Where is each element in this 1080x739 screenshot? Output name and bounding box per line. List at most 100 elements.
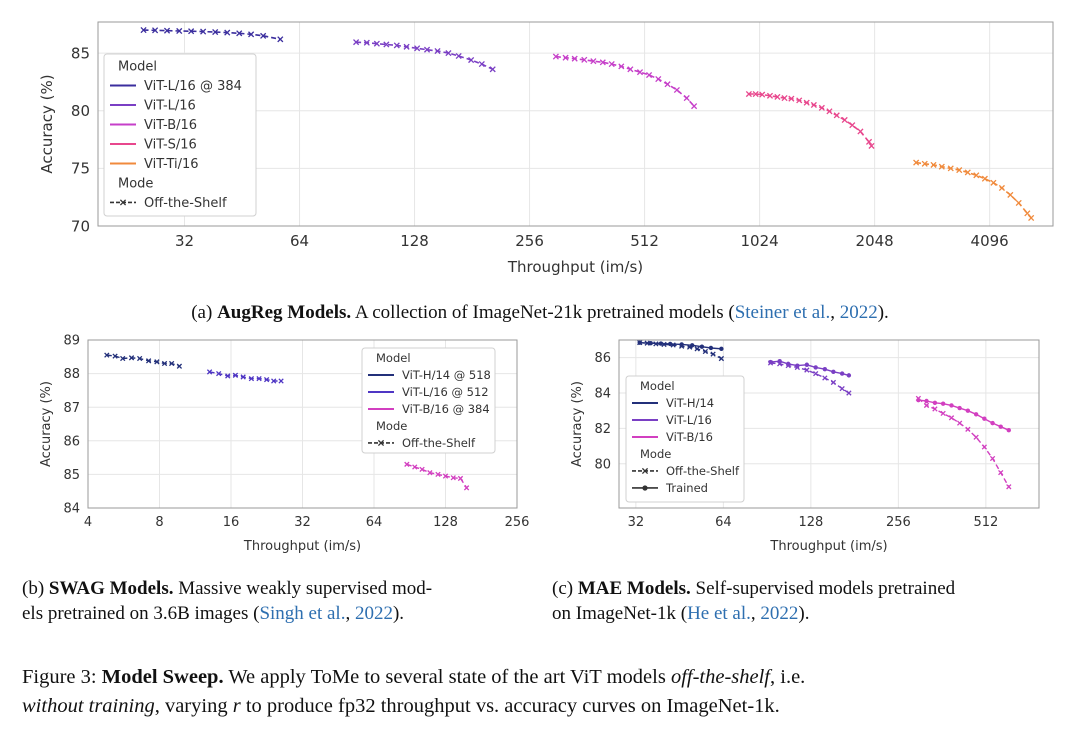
data-point — [921, 160, 928, 167]
data-point — [373, 40, 380, 47]
data-point — [818, 104, 825, 111]
data-point — [846, 390, 852, 396]
x-tick-label: 4 — [84, 515, 92, 530]
panel-a-ylabel: Accuracy (%) — [38, 74, 56, 173]
x-tick-label: 4096 — [971, 232, 1009, 250]
data-point — [839, 385, 845, 392]
figure-italic1: off-the-shelf — [671, 666, 773, 688]
data-point — [489, 66, 496, 73]
y-tick-label: 82 — [594, 422, 611, 437]
data-point — [868, 142, 875, 149]
figure-var-r: r — [233, 695, 242, 717]
data-point — [442, 473, 449, 479]
panel-c-legend: Model ViT-H/14 ViT-L/16 ViT-B/16 Mode Off-the… — [625, 375, 745, 503]
data-point — [1006, 484, 1012, 490]
data-point — [225, 373, 231, 379]
y-tick-label: 85 — [63, 468, 80, 483]
legend-header-mode: Mode — [118, 177, 153, 192]
panel-a-xlabel: Throughput (im/s) — [507, 258, 643, 276]
data-point — [759, 91, 766, 98]
data-point — [752, 90, 759, 98]
data-point — [965, 426, 971, 432]
data-point — [404, 461, 410, 467]
data-point — [112, 353, 118, 359]
data-point — [648, 340, 653, 346]
panel-b-series — [104, 352, 470, 491]
panel-b-frame — [87, 339, 518, 509]
data-point — [248, 31, 255, 38]
caption-c-line1: (c) MAE Models. Self-supervised models p… — [552, 578, 956, 599]
data-point — [188, 28, 195, 35]
caption-c-bold: MAE Models. — [578, 578, 691, 599]
data-point — [846, 373, 852, 378]
data-point — [777, 359, 782, 364]
data-point — [833, 112, 840, 119]
legend-header-model: Model — [376, 351, 411, 365]
series-line — [770, 360, 850, 377]
series-line — [748, 93, 873, 147]
caption-a-cite-link[interactable]: Steiner et al. — [735, 302, 831, 323]
data-point — [403, 43, 410, 50]
data-point — [932, 406, 938, 412]
figure-text2b: to produce fp32 throughput vs. accuracy … — [241, 695, 780, 717]
data-point — [949, 403, 954, 408]
data-point — [655, 75, 662, 83]
data-point — [152, 27, 159, 34]
data-point — [998, 469, 1004, 476]
series-line — [106, 354, 180, 367]
caption-b-cite-link[interactable]: Singh et al. — [259, 603, 345, 624]
caption-a-end: ). — [878, 302, 889, 323]
y-tick-label: 89 — [63, 334, 80, 349]
caption-c-line2: on ImageNet-1k (He et al., 2022). — [552, 603, 809, 624]
data-point — [822, 375, 828, 381]
x-tick-label: 256 — [886, 515, 911, 530]
y-tick-label: 75 — [71, 160, 90, 178]
data-point — [581, 56, 588, 63]
data-point — [427, 470, 433, 476]
caption-a-mid: , — [830, 302, 840, 323]
data-point — [1007, 191, 1014, 198]
panel-c-series — [637, 339, 1012, 490]
data-point — [804, 362, 810, 367]
data-point — [930, 161, 937, 168]
data-point — [964, 169, 971, 176]
data-point — [781, 95, 788, 102]
data-point — [232, 372, 239, 378]
data-point — [989, 455, 996, 462]
legend-mode-marker — [119, 199, 127, 206]
legend-entry-label: ViT-B/16 — [666, 430, 713, 444]
legend-header-mode: Mode — [376, 419, 407, 433]
panel-c-ticks: 32 64 128 256 512 80 82 84 86 — [594, 351, 998, 530]
legend-entry-label: ViT-H/14 @ 518 — [402, 368, 491, 382]
data-point — [1006, 427, 1011, 433]
data-point — [468, 56, 475, 64]
legend-mode-marker — [641, 467, 649, 475]
caption-b-year-link[interactable]: 2022 — [355, 603, 393, 624]
caption-c-cite-link[interactable]: He et al. — [687, 603, 751, 624]
panel-a-augreg: 32 64 128 256 512 1024 2048 4096 70 75 80 85 Throug… — [38, 21, 1054, 276]
data-point — [973, 434, 979, 440]
data-point — [940, 401, 946, 406]
caption-a-prefix: (a) — [191, 302, 217, 323]
data-point — [423, 46, 431, 53]
data-point — [450, 475, 456, 481]
figure-caption-line1: Figure 3: Model Sweep. We apply ToMe to … — [22, 666, 805, 688]
data-point — [176, 27, 183, 35]
data-point — [916, 397, 921, 403]
x-tick-label: 64 — [715, 515, 732, 530]
legend-mode-label: Trained — [665, 481, 708, 495]
y-tick-label: 80 — [71, 102, 90, 120]
data-point — [813, 365, 818, 370]
y-tick-label: 70 — [71, 217, 90, 235]
caption-c-year-link[interactable]: 2022 — [760, 603, 798, 624]
data-point — [998, 184, 1005, 192]
caption-a-year-link[interactable]: 2022 — [840, 302, 878, 323]
y-tick-label: 87 — [63, 401, 80, 416]
data-point — [161, 360, 168, 367]
legend-box — [625, 375, 745, 503]
caption-b-prefix: (b) — [22, 578, 49, 599]
data-point — [973, 412, 979, 417]
data-point — [383, 41, 390, 48]
data-point — [414, 45, 421, 52]
